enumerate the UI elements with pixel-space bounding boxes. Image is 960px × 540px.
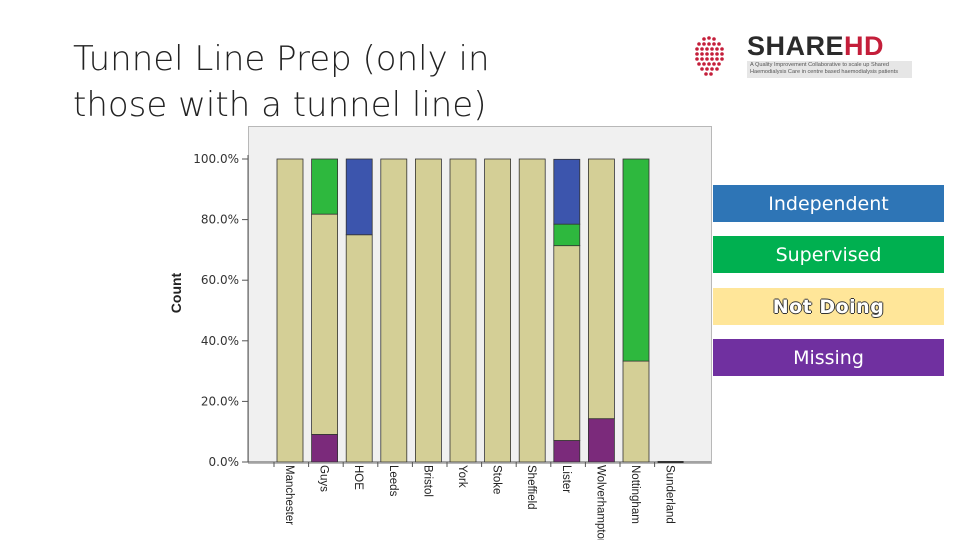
bar-segment-missing bbox=[553, 440, 581, 463]
y-axis-label: Count bbox=[168, 272, 184, 313]
y-tick-label: 100.0% bbox=[193, 152, 239, 166]
y-tick-label: 80.0% bbox=[201, 213, 239, 227]
bar-segment-not-doing bbox=[345, 234, 373, 463]
slide-title-line-2: those with a tunnel line) bbox=[73, 85, 487, 125]
x-tick-label: Manchester bbox=[283, 465, 295, 525]
x-tick-label: Stoke bbox=[491, 465, 503, 494]
bar-segment-not-doing bbox=[484, 158, 512, 463]
bar-segment-not-doing bbox=[276, 158, 304, 463]
bar-segment-missing bbox=[311, 434, 339, 463]
legend-independent: Independent bbox=[713, 185, 944, 222]
x-tick-label: Nottingham bbox=[629, 465, 641, 524]
y-tick-label: 40.0% bbox=[201, 334, 239, 348]
bar-segment-missing bbox=[588, 418, 615, 463]
legend-not-doing-label: Not Doing bbox=[772, 295, 885, 318]
x-tick-label: HOE bbox=[352, 465, 364, 490]
bar-segment-independent bbox=[553, 158, 581, 225]
bar-segment-not-doing bbox=[414, 158, 442, 463]
y-tick-label: 60.0% bbox=[201, 273, 239, 287]
legend-supervised: Supervised bbox=[713, 236, 944, 273]
slide-title: Tunnel Line Prep (only in those with a t… bbox=[73, 36, 633, 128]
x-tick-label: Guys bbox=[318, 465, 330, 492]
x-tick-label: Bristol bbox=[421, 465, 433, 497]
x-tick-label: Sunderland bbox=[664, 465, 676, 524]
legend-missing: Missing bbox=[713, 339, 944, 376]
x-tick-label: Lister bbox=[560, 465, 572, 493]
y-tick-label: 20.0% bbox=[201, 394, 239, 408]
bar-segment-independent bbox=[345, 158, 373, 236]
bar-segment-supervised bbox=[311, 158, 339, 215]
legend-independent-label: Independent bbox=[768, 192, 889, 215]
x-tick-label: Wolverhampton bbox=[594, 465, 606, 540]
x-tick-label: York bbox=[456, 465, 468, 488]
slide-title-line-1: Tunnel Line Prep (only in bbox=[73, 39, 490, 79]
legend-supervised-label: Supervised bbox=[775, 243, 882, 266]
bar-segment-supervised bbox=[553, 223, 581, 247]
logo-tagline: A Quality Improvement Collaborative to s… bbox=[747, 61, 912, 78]
bar-segment-not-doing bbox=[553, 245, 581, 441]
x-tick-label: Leeds bbox=[387, 465, 399, 497]
bar-segment-not-doing bbox=[311, 213, 339, 435]
sharehd-logo: SHAREHD A Quality Improvement Collaborat… bbox=[692, 31, 914, 82]
logo-wordmark: SHAREHD bbox=[747, 31, 884, 62]
logo-dots-icon bbox=[695, 36, 724, 76]
bar-segment-not-doing bbox=[380, 158, 408, 463]
legend-not-doing: Not Doing bbox=[713, 288, 944, 325]
y-tick-label: 0.0% bbox=[209, 455, 240, 469]
logo-hd: HD bbox=[844, 31, 885, 61]
bar-segment-not-doing bbox=[588, 158, 615, 420]
bar-segment-not-doing bbox=[622, 360, 650, 463]
logo-share: SHARE bbox=[747, 31, 845, 61]
bar-segment-not-doing bbox=[518, 158, 546, 463]
x-tick-label: Sheffield bbox=[525, 465, 537, 510]
legend-missing-label: Missing bbox=[793, 346, 864, 369]
bar-segment-supervised bbox=[622, 158, 650, 362]
bar-segment-not-doing bbox=[449, 158, 477, 463]
